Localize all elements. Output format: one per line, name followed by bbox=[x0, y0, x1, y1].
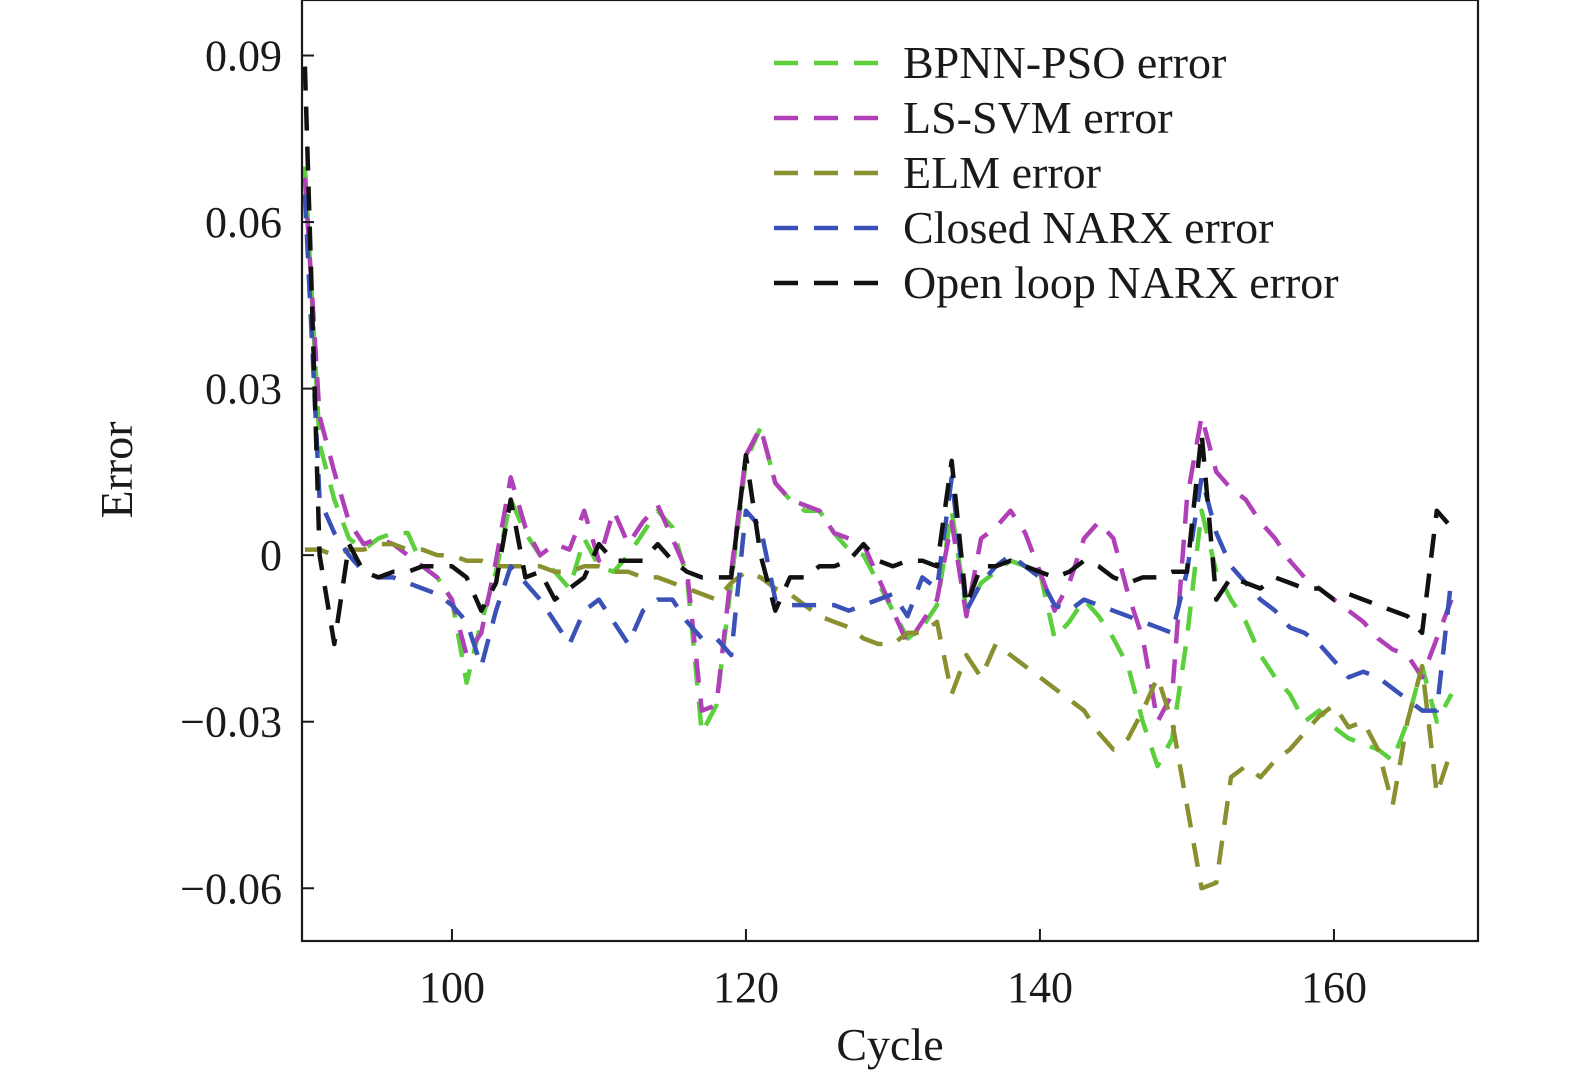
y-tick-label: 0.09 bbox=[205, 32, 282, 81]
series-line-5 bbox=[302, 66, 1454, 647]
series-line-3 bbox=[304, 541, 1454, 891]
y-tick-label: 0.03 bbox=[205, 365, 282, 414]
x-axis: 100 120 140 160 bbox=[419, 929, 1367, 1012]
legend-label: BPNN-PSO error bbox=[903, 37, 1226, 88]
y-axis: 0.09 0.06 0.03 0 −0.03 −0.06 bbox=[180, 32, 314, 913]
x-tick-label: 160 bbox=[1301, 963, 1367, 1012]
x-tick-label: 100 bbox=[419, 963, 485, 1012]
series-line-2 bbox=[302, 177, 1454, 724]
legend-item: BPNN-PSO error bbox=[774, 37, 1226, 88]
y-tick-label: 0.06 bbox=[205, 198, 282, 247]
y-tick-label: −0.03 bbox=[180, 698, 282, 747]
series-layer bbox=[302, 66, 1454, 891]
legend-item: LS-SVM error bbox=[774, 92, 1173, 143]
legend-item: ELM error bbox=[774, 147, 1101, 198]
legend-label: LS-SVM error bbox=[903, 92, 1173, 143]
series-line-4 bbox=[302, 194, 1454, 713]
legend-item: Open loop NARX error bbox=[774, 257, 1339, 308]
legend-item: Closed NARX error bbox=[774, 202, 1274, 253]
x-axis-title: Cycle bbox=[836, 1019, 943, 1070]
legend-label: Closed NARX error bbox=[903, 202, 1274, 253]
legend-label: ELM error bbox=[903, 147, 1101, 198]
legend-label: Open loop NARX error bbox=[903, 257, 1339, 308]
x-tick-label: 140 bbox=[1007, 963, 1073, 1012]
y-axis-title: Error bbox=[91, 421, 142, 518]
x-tick-label: 120 bbox=[713, 963, 779, 1012]
plot-frame bbox=[300, 0, 1480, 943]
y-tick-label: 0 bbox=[260, 531, 282, 580]
y-tick-label: −0.06 bbox=[180, 864, 282, 913]
